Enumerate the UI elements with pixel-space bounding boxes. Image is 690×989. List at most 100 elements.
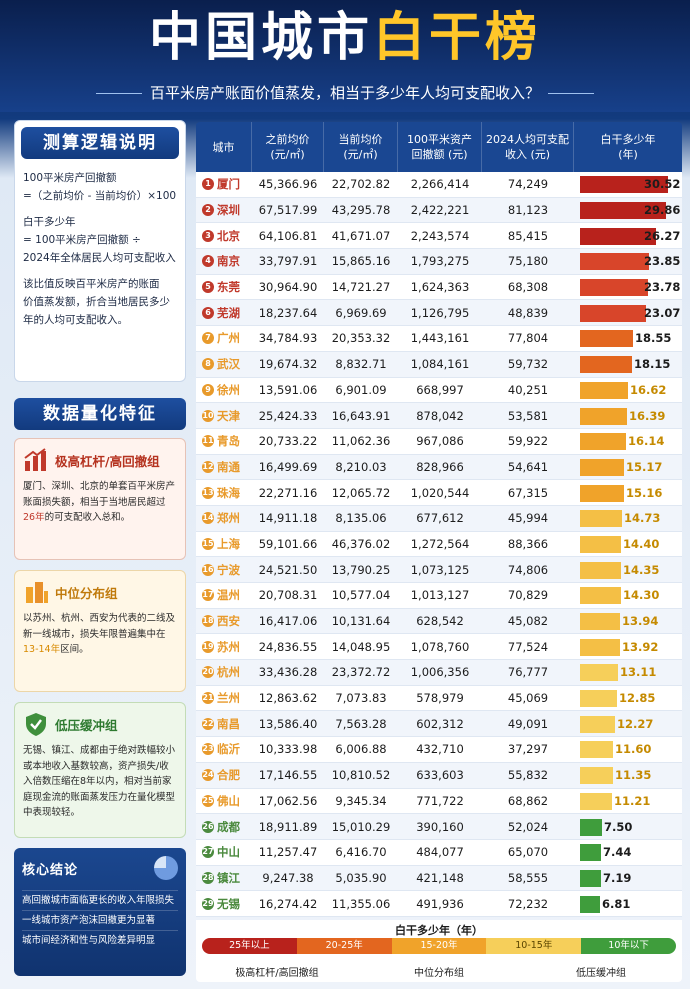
- rank-badge: 25: [202, 794, 214, 807]
- city-name: 佛山: [217, 793, 240, 808]
- years-bar: [580, 202, 666, 220]
- conclusion-item: 城市间经济和性与风险差异明显: [22, 930, 178, 950]
- logic-line: = 100平米房产回撤额 ÷: [23, 234, 141, 246]
- rank-badge: 27: [202, 846, 214, 859]
- title-part-2: 白干榜: [373, 8, 542, 68]
- cell-income: 59,922: [507, 434, 549, 449]
- group-title: 中位分布组: [55, 585, 118, 601]
- logic-line: 白干多少年: [23, 216, 76, 228]
- years-value: 29.86: [644, 203, 681, 218]
- rank-badge: 4: [202, 255, 214, 268]
- cell-income: 81,123: [507, 203, 549, 218]
- cell-city: 2 深圳: [196, 202, 252, 218]
- cell-loss: 1,443,161: [410, 331, 470, 346]
- legend-group-label: 低压缓冲组: [576, 968, 626, 979]
- cell-years: 16.39: [574, 407, 682, 425]
- cell-income: 68,308: [507, 280, 549, 295]
- cell-current-price: 20,353.32: [331, 331, 391, 346]
- years-value: 14.73: [624, 511, 661, 526]
- header-loss: 100平米资产 回撤额 (元): [398, 122, 482, 172]
- logic-line: 价值蒸发额，折合当地居民多少: [23, 296, 170, 308]
- cell-income: 85,415: [507, 228, 549, 243]
- cell-current-price: 13,790.25: [331, 562, 391, 577]
- years-value: 13.11: [620, 665, 657, 680]
- table-row: 14 郑州 14,911.18 8,135.06 677,612 45,994 14.73: [196, 505, 682, 532]
- city-name: 徐州: [217, 382, 240, 397]
- rank-badge: 6: [202, 306, 214, 319]
- logic-line: 100平米房产回撤额: [23, 172, 117, 184]
- cell-current-price: 15,865.16: [331, 254, 391, 269]
- table-row: 13 珠海 22,271.16 12,065.72 1,020,544 67,315 15.…: [196, 480, 682, 506]
- table-row: 29 无锡 16,274.42 11,355.06 491,936 72,232 6.81: [196, 891, 682, 917]
- rank-badge: 28: [202, 871, 214, 884]
- years-value: 13.94: [622, 614, 659, 629]
- rank-badge: 23: [202, 743, 214, 756]
- group-text: 无锡、镇江、成都由于绝对跌幅较小或本地收入基数较高，资产损失/收入倍数压缩在8年…: [23, 745, 176, 818]
- header-banner: 中国城市白干榜 百平米房产账面价值蒸发，相当于多少年人均可支配收入？: [0, 0, 690, 112]
- city-name: 北京: [217, 228, 240, 243]
- cell-income: 76,777: [507, 665, 549, 680]
- years-bar: [580, 407, 627, 425]
- cell-years: 7.50: [574, 818, 682, 836]
- city-name: 西安: [217, 614, 240, 629]
- cell-city: 29 无锡: [196, 896, 252, 912]
- years-bar: [580, 535, 621, 553]
- cell-current-price: 22,702.82: [331, 177, 391, 192]
- cell-income: 67,315: [507, 485, 549, 500]
- cell-before-price: 33,436.28: [258, 665, 318, 680]
- rank-badge: 2: [202, 204, 214, 217]
- rank-badge: 18: [202, 615, 214, 628]
- years-bar: [580, 381, 628, 399]
- table-row: 20 杭州 33,436.28 23,372.72 1,006,356 76,777 13.…: [196, 660, 682, 686]
- years-value: 14.35: [623, 562, 660, 577]
- cell-city: 17 温州: [196, 587, 252, 603]
- conclusion-title: 核心结论: [22, 862, 79, 878]
- years-value: 23.85: [644, 254, 681, 269]
- legend-segment: 25年以上: [202, 938, 297, 954]
- rank-badge: 12: [202, 460, 214, 473]
- cell-before-price: 24,521.50: [258, 562, 318, 577]
- cell-loss: 432,710: [416, 742, 464, 757]
- cell-city: 15 上海: [196, 536, 252, 552]
- rank-badge: 15: [202, 537, 214, 550]
- years-bar: [580, 587, 621, 605]
- city-name: 武汉: [217, 357, 240, 372]
- pie-chart-icon: [154, 856, 178, 880]
- cell-current-price: 10,577.04: [331, 588, 391, 603]
- rank-badge: 8: [202, 358, 214, 371]
- cell-income: 48,839: [507, 305, 549, 320]
- city-name: 南通: [217, 459, 240, 474]
- cell-loss: 967,086: [416, 434, 464, 449]
- years-value: 6.81: [602, 896, 631, 911]
- cell-current-price: 6,969.69: [335, 305, 387, 320]
- cell-city: 18 西安: [196, 613, 252, 629]
- table-row: 4 南京 33,797.91 15,865.16 1,793,275 75,180 23.8…: [196, 249, 682, 275]
- group-text: 厦门、深圳、北京的单套百平米房产账面损失额，相当于当地居民超过26年的可支配收入…: [23, 481, 176, 523]
- years-bar: [580, 715, 615, 733]
- cell-income: 65,070: [507, 845, 549, 860]
- years-value: 13.92: [622, 639, 659, 654]
- years-bar: [580, 664, 618, 682]
- cell-current-price: 11,062.36: [331, 434, 391, 449]
- cell-years: 14.35: [574, 561, 682, 579]
- cell-before-price: 20,708.31: [258, 588, 318, 603]
- cell-income: 75,180: [507, 254, 549, 269]
- years-value: 16.39: [629, 408, 666, 423]
- header-years: 白干多少年 (年): [600, 133, 656, 161]
- cell-loss: 578,979: [416, 691, 464, 706]
- cell-income: 88,366: [507, 536, 549, 551]
- cell-current-price: 10,810.52: [331, 768, 391, 783]
- cell-before-price: 17,062.56: [258, 793, 318, 808]
- legend-group-label: 中位分布组: [414, 968, 464, 979]
- cell-years: 23.07: [574, 304, 682, 322]
- cell-income: 53,581: [507, 408, 549, 423]
- cell-before-price: 18,237.64: [258, 305, 318, 320]
- cell-city: 1 厦门: [196, 176, 252, 192]
- cell-income: 40,251: [507, 382, 549, 397]
- cell-before-price: 13,591.06: [258, 382, 318, 397]
- rank-badge: 24: [202, 769, 214, 782]
- years-bar: [580, 792, 612, 810]
- cell-years: 16.62: [574, 381, 682, 399]
- cell-before-price: 13,586.40: [258, 716, 318, 731]
- years-bar: [580, 767, 613, 785]
